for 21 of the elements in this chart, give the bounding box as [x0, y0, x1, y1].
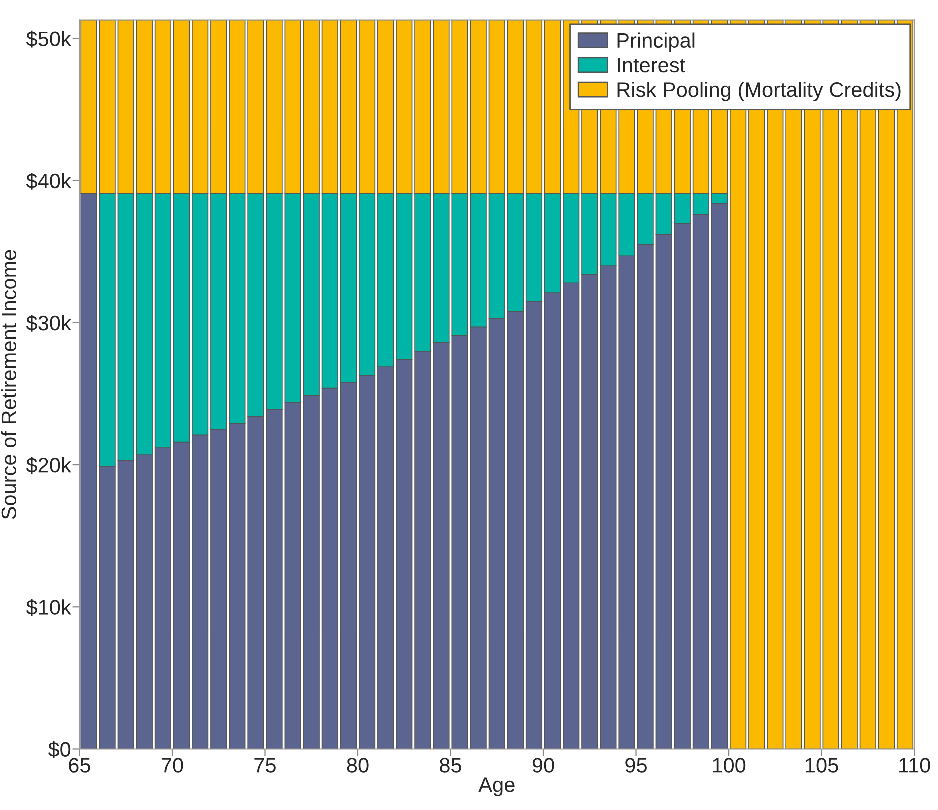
y-tick-label: $0 [48, 741, 71, 758]
legend-label: Risk Pooling (Mortality Credits) [618, 82, 901, 102]
x-tick-label: 90 [532, 758, 554, 773]
legend-label: Interest [618, 58, 686, 73]
x-tick-label: 65 [69, 758, 90, 773]
x-tick-label: 85 [440, 758, 462, 773]
x-tick-label: 110 [900, 758, 930, 773]
x-tick-label: 75 [254, 758, 276, 773]
x-tick-label: 70 [162, 758, 184, 773]
x-tick-label: 105 [806, 758, 838, 773]
y-tick-label: $10k [26, 599, 72, 616]
y-tick-label: $20k [26, 457, 72, 474]
x-axis-title: Age [478, 778, 515, 796]
legend-label: Principal [618, 32, 695, 52]
x-tick-label: 100 [713, 758, 746, 773]
y-tick-label: $50k [26, 30, 72, 48]
x-tick-label: 80 [347, 758, 369, 773]
y-axis-title: Source of Retirement Income [1, 250, 17, 520]
x-tick-label: 95 [626, 758, 647, 773]
y-tick-label: $40k [26, 172, 72, 190]
y-tick-label: $30k [26, 315, 72, 332]
